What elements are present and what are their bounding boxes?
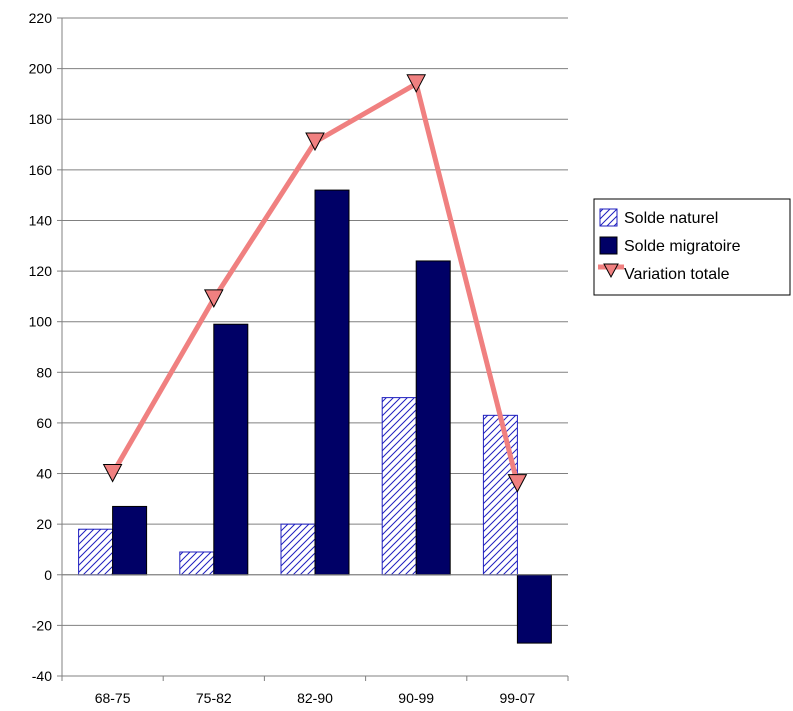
bar-solde-naturel bbox=[482, 414, 518, 576]
line-point-marker bbox=[102, 464, 123, 483]
y-tick-label: 60 bbox=[36, 415, 52, 431]
y-tick-label: 160 bbox=[29, 162, 53, 178]
line-point-marker bbox=[507, 474, 528, 493]
legend-box bbox=[593, 198, 791, 296]
legend-swatch bbox=[599, 208, 618, 227]
line-point-marker bbox=[305, 132, 325, 152]
x-tick-label: 90-99 bbox=[398, 690, 434, 706]
y-tick-label: 80 bbox=[36, 364, 52, 380]
legend-label: Solde naturel bbox=[624, 210, 718, 227]
legend-label: Variation totale bbox=[624, 266, 730, 283]
x-tick-label: 82-90 bbox=[297, 690, 333, 706]
bars bbox=[62, 189, 568, 644]
y-tick-label: 180 bbox=[29, 111, 53, 127]
y-tick-label: 40 bbox=[36, 466, 52, 482]
legend: Solde naturel Solde migratoire Variation t… bbox=[593, 198, 791, 296]
y-tick-label: 220 bbox=[29, 10, 53, 26]
bar-solde-migratoire bbox=[516, 574, 552, 644]
bar-solde-migratoire bbox=[213, 323, 249, 576]
y-tick-label: 140 bbox=[29, 212, 53, 228]
line-series bbox=[102, 74, 528, 493]
legend-swatch bbox=[599, 236, 618, 255]
bar-solde-naturel bbox=[280, 523, 316, 576]
x-tick-label: 68-75 bbox=[95, 690, 131, 706]
bar-solde-migratoire bbox=[415, 260, 451, 576]
x-tick-label: 99-07 bbox=[499, 690, 535, 706]
line-point-marker bbox=[406, 74, 427, 93]
y-tick-label: -40 bbox=[32, 668, 52, 684]
legend-marker bbox=[603, 263, 619, 279]
y-tick-label: 100 bbox=[29, 314, 53, 330]
bar-solde-naturel bbox=[381, 397, 417, 576]
x-tick-label: 75-82 bbox=[196, 690, 232, 706]
bar-solde-migratoire bbox=[314, 189, 350, 576]
x-axis: 68-75 75-82 82-90 90-99 99-07 bbox=[61, 675, 569, 706]
y-tick-label: 120 bbox=[29, 263, 53, 279]
line-point-marker bbox=[203, 289, 224, 308]
bar-solde-migratoire bbox=[112, 505, 148, 576]
y-tick-label: 0 bbox=[44, 567, 52, 583]
y-tick-label: 200 bbox=[29, 61, 53, 77]
y-axis: -40 -20 0 20 40 60 80 100 120 140 160 180 200 220 bbox=[29, 10, 63, 684]
bar-solde-naturel bbox=[179, 551, 215, 576]
bar-solde-naturel bbox=[78, 528, 114, 576]
y-tick-label: 20 bbox=[36, 516, 52, 532]
legend-label: Solde migratoire bbox=[624, 238, 741, 255]
y-tick-label: -20 bbox=[32, 617, 52, 633]
